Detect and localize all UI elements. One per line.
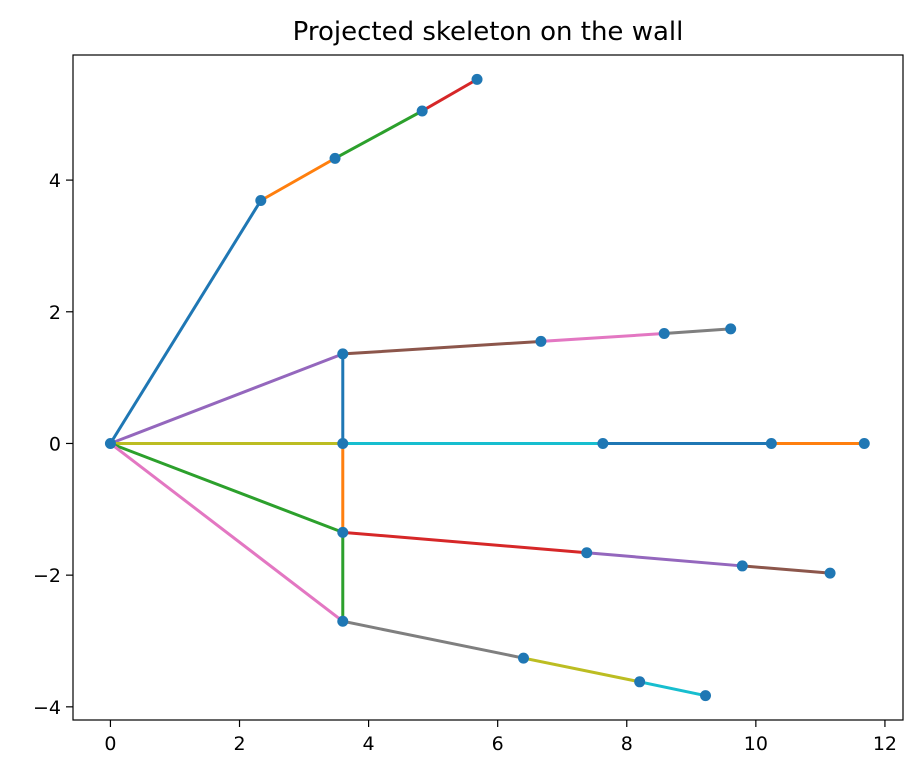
joint-point-7: [658, 328, 670, 340]
joint-point-1: [255, 195, 267, 207]
y-tick-label: 4: [49, 170, 61, 192]
bone-segment-16: [108, 441, 345, 624]
joint-point-14: [581, 547, 593, 559]
bone-segment-0: [108, 198, 263, 446]
bone-segment-1: [258, 156, 338, 203]
joint-point-10: [597, 437, 609, 449]
joint-point-5: [337, 348, 349, 360]
joint-point-15: [736, 560, 748, 572]
bone-segment-15: [740, 564, 832, 575]
bone-segment-6: [539, 331, 666, 344]
joint-point-8: [725, 323, 737, 335]
x-tick-label: 4: [363, 733, 375, 755]
y-tick-label: −4: [33, 697, 61, 719]
y-tick-label: 2: [49, 302, 61, 324]
joint-point-12: [858, 437, 870, 449]
bone-segment-19: [637, 680, 708, 698]
bone-segment-2: [333, 108, 425, 161]
bone-segment-13: [341, 530, 589, 555]
axes-frame: [72, 54, 904, 721]
joint-point-17: [337, 615, 349, 627]
x-tick-label: 0: [104, 733, 116, 755]
points-layer: [104, 73, 870, 702]
x-tick-label: 2: [233, 733, 245, 755]
bone-segment-17: [341, 619, 526, 660]
bone-segment-12: [108, 441, 345, 535]
bone-segment-5: [341, 339, 543, 356]
x-axis: 0 2 4 6 8 10 12: [104, 720, 897, 755]
plot-area: [104, 73, 870, 702]
x-tick-label: 10: [744, 733, 768, 755]
joint-point-4: [471, 73, 483, 85]
x-tick-label: 12: [873, 733, 897, 755]
chart-title: Projected skeleton on the wall: [293, 17, 684, 47]
joint-point-16: [824, 567, 836, 579]
segments-layer: [108, 77, 866, 698]
bone-segment-4: [108, 351, 345, 446]
bone-segment-7: [662, 327, 733, 336]
y-tick-label: 0: [49, 433, 61, 455]
y-tick-label: −2: [33, 565, 61, 587]
joint-point-11: [765, 437, 777, 449]
joint-point-0: [104, 437, 116, 449]
bone-segment-14: [585, 551, 744, 568]
joint-point-19: [634, 676, 646, 688]
joint-point-2: [329, 152, 341, 164]
joint-point-6: [535, 335, 547, 347]
joint-point-3: [416, 105, 428, 117]
joint-point-9: [337, 437, 349, 449]
x-tick-label: 6: [492, 733, 504, 755]
joint-point-13: [337, 526, 349, 538]
joint-point-20: [700, 690, 712, 702]
x-tick-label: 8: [621, 733, 633, 755]
joint-point-18: [517, 652, 529, 664]
y-axis: −4 −2 0 2 4: [33, 170, 73, 719]
bone-segment-3: [420, 77, 480, 114]
bone-segment-18: [521, 656, 642, 684]
